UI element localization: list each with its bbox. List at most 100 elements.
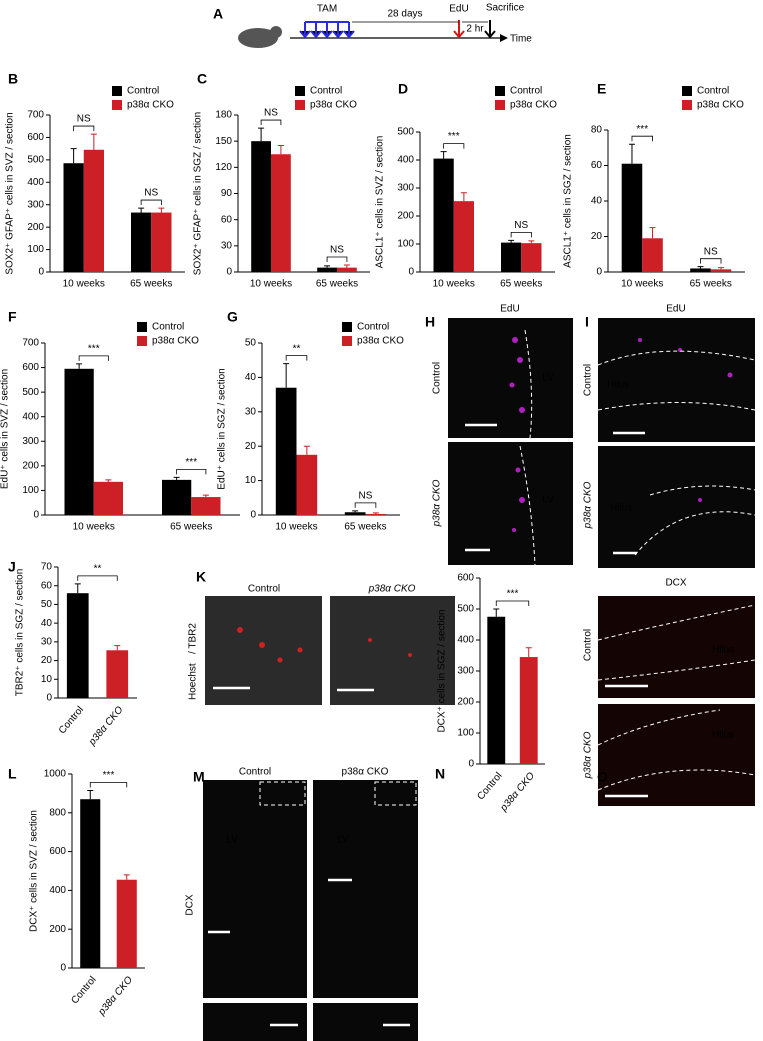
- x-tick-label: 10 weeks: [250, 279, 292, 290]
- region-label: LV: [542, 495, 554, 506]
- y-tick-label: 500: [457, 604, 474, 615]
- y-tick-label: 90: [221, 188, 233, 199]
- x-tick-label: 65 weeks: [316, 279, 358, 290]
- legend-swatch: [682, 86, 692, 96]
- panel-label: M: [193, 769, 205, 785]
- panel-label: I: [585, 314, 589, 330]
- error-bar: [87, 789, 94, 800]
- bar: [191, 497, 221, 515]
- y-tick-label: 60: [41, 580, 53, 591]
- y-tick-label: 300: [27, 199, 44, 210]
- x-tick-label: Control: [69, 975, 98, 1007]
- y-tick-label: 0: [38, 267, 44, 278]
- y-axis-label: DCX⁺ cells in SGZ / section: [437, 609, 448, 732]
- row-label: p38α CKO: [583, 481, 594, 529]
- legend-label: p38α CKO: [357, 336, 404, 347]
- error-bar: [493, 608, 500, 617]
- timeline-label: Time: [510, 34, 532, 45]
- panel-label: O: [597, 769, 608, 785]
- significance-label: **: [94, 563, 102, 574]
- error-bar: [343, 264, 350, 268]
- bar: [251, 141, 271, 272]
- bar: [501, 242, 522, 272]
- bar: [521, 243, 542, 272]
- significance-bracket: [77, 575, 118, 581]
- significance-bracket: [78, 355, 109, 361]
- error-bar: [649, 227, 656, 239]
- y-tick-label: 200: [22, 460, 39, 471]
- panel-label: A: [213, 6, 223, 22]
- legend-swatch: [295, 86, 305, 96]
- image-h-cko: [448, 442, 573, 565]
- y-tick-label: 300: [457, 666, 474, 677]
- y-tick-label: 600: [49, 846, 66, 857]
- y-tick-label: 400: [457, 635, 474, 646]
- x-tick-label: 65 weeks: [690, 279, 732, 290]
- legend-swatch: [112, 86, 122, 96]
- error-bar: [440, 151, 447, 159]
- outline: [259, 329, 756, 806]
- y-tick-label: 200: [457, 697, 474, 708]
- y-axis-label: ASCL1⁺ cells in SVZ / section: [375, 136, 386, 269]
- y-tick-label: 700: [22, 338, 39, 349]
- panel-label: E: [597, 81, 606, 97]
- panel-label: L: [8, 766, 17, 782]
- x-tick-label: p38α CKO: [86, 704, 125, 748]
- image-h-control: [448, 318, 573, 438]
- bar: [642, 238, 663, 272]
- y-tick-label: 600: [457, 573, 474, 584]
- legend-swatch: [112, 100, 122, 110]
- timeline-label: TAM: [317, 4, 337, 15]
- significance-label: NS: [330, 245, 344, 256]
- y-axis-label: EdU⁺ cells in SVZ / section: [0, 369, 11, 489]
- image-k-cko: [330, 596, 455, 705]
- y-tick-label: 0: [250, 510, 256, 521]
- legend-label: Control: [152, 322, 184, 333]
- y-tick-label: 150: [215, 136, 232, 147]
- image-o-cko: [598, 704, 755, 806]
- image-title: DCX: [665, 578, 686, 589]
- region-label: LV: [226, 835, 238, 846]
- x-tick-label: p38α CKO: [96, 974, 135, 1018]
- error-bar: [114, 645, 121, 651]
- x-tick-label: 65 weeks: [170, 522, 212, 533]
- significance-label: NS: [704, 246, 718, 257]
- row-label: Control: [583, 629, 594, 661]
- mouse-icon: [270, 26, 282, 38]
- legend-label: p38α CKO: [697, 100, 744, 111]
- y-tick-label: 180: [215, 110, 232, 121]
- panel-label: B: [8, 71, 18, 87]
- y-tick-label: 100: [22, 485, 39, 496]
- y-tick-label: 10: [245, 475, 257, 486]
- y-axis-label: EdU⁺ cells in SGZ / section: [217, 368, 228, 489]
- bar: [433, 158, 454, 272]
- y-tick-label: 200: [397, 211, 414, 222]
- bar: [162, 479, 192, 515]
- y-tick-label: 1000: [44, 769, 67, 780]
- significance-bracket: [140, 199, 162, 206]
- significance-label: **: [293, 343, 301, 354]
- bar: [271, 154, 291, 272]
- image-m-control: [203, 780, 307, 998]
- significance-bracket: [89, 782, 128, 788]
- error-bar: [158, 207, 165, 213]
- significance-bracket: [354, 502, 377, 508]
- y-axis-label: TBR2⁺ cells in SGZ / section: [15, 569, 26, 697]
- bar: [64, 368, 94, 515]
- micrographs: [203, 318, 755, 1041]
- significance-bracket: [326, 256, 348, 263]
- y-tick-label: 70: [41, 562, 53, 573]
- y-tick-label: 800: [49, 807, 66, 818]
- timeline-label: Sacrifice: [486, 3, 525, 14]
- x-tick-label: Control: [475, 771, 504, 803]
- y-tick-label: 40: [41, 618, 53, 629]
- x-tick-label: 10 weeks: [621, 279, 663, 290]
- significance-label: ***: [103, 770, 115, 781]
- image-m-cko-inset: [313, 1003, 418, 1041]
- region-label: Hilus: [610, 503, 632, 514]
- error-bar: [173, 476, 180, 480]
- x-tick-label: 10 weeks: [63, 279, 105, 290]
- bar: [690, 268, 711, 272]
- stain-label: / TBR2: [188, 623, 199, 654]
- bar: [116, 879, 137, 968]
